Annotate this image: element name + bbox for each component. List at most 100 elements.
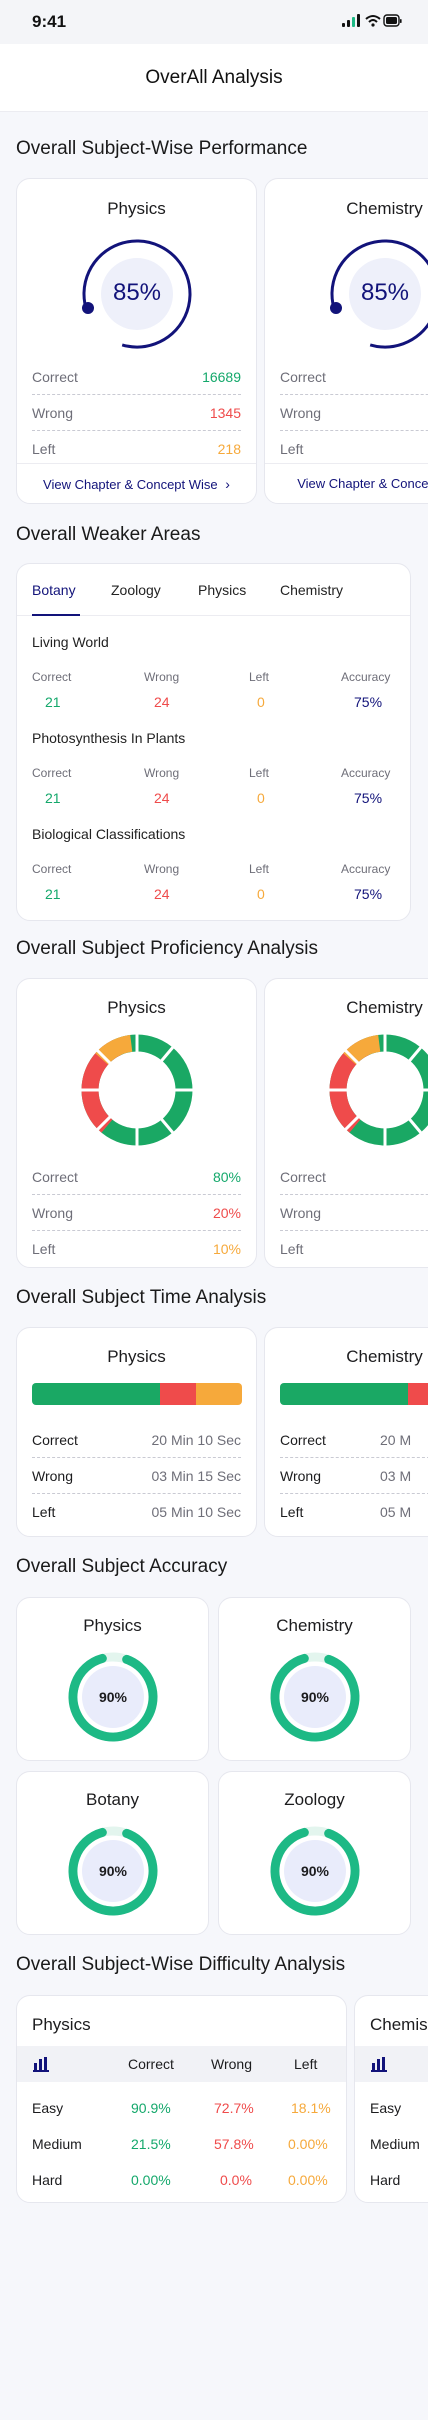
section-title-weaker: Overall Weaker Areas	[16, 524, 201, 545]
stat-row-left: Left 05 Min 10 Sec	[32, 1494, 241, 1530]
cell-easy-wrong: 72.7%	[214, 2100, 254, 2116]
value-correct: 20 Min 10 Sec	[151, 1432, 242, 1448]
value-correct: 80%	[212, 1169, 241, 1185]
section-title-proficiency: Overall Subject Proficiency Analysis	[16, 938, 319, 959]
stat-row-correct: Correct	[280, 1159, 428, 1195]
tab-chemistry[interactable]: Chemistry	[280, 582, 344, 598]
stat-row-correct: Correct	[280, 359, 428, 395]
active-tab-indicator	[32, 614, 80, 616]
difficulty-carousel[interactable]: Physics Correct Wrong Left Easy 90.9% 72…	[0, 1993, 428, 2205]
value-left: 05 Min 10 Sec	[151, 1504, 242, 1520]
subject-name: Chemistry	[346, 199, 423, 218]
row-label-medium: Medium	[370, 2136, 420, 2152]
time-split-bar	[280, 1383, 428, 1405]
accuracy-ring-arc	[270, 1652, 360, 1742]
accuracy-ring-arc	[68, 1826, 158, 1916]
head-wrong: Wrong	[144, 670, 180, 684]
subject-name: Chemistry	[346, 998, 423, 1017]
stat-row-left: Left	[280, 1231, 428, 1267]
view-chapter-link[interactable]: View Chapter & Concept Wise ›	[17, 463, 256, 503]
tab-botany[interactable]: Botany	[32, 582, 76, 598]
view-chapter-label: View Chapter & Concept Wise	[43, 477, 218, 492]
proficiency-donut	[329, 1034, 428, 1146]
section-title-accuracy: Overall Subject Accuracy	[16, 1556, 228, 1577]
accuracy-value: 90%	[98, 1863, 128, 1879]
cell-easy-correct: 90.9%	[131, 2100, 171, 2116]
proficiency-carousel[interactable]: Physics Correct 80% Wro	[0, 976, 428, 1270]
cell-hard-correct: 0.00%	[131, 2172, 171, 2188]
row-label-easy: Easy	[370, 2100, 402, 2116]
stat-row-wrong: Wrong	[280, 1195, 428, 1231]
stat-row-left: Left 05 M	[280, 1494, 428, 1530]
tab-physics[interactable]: Physics	[198, 582, 247, 598]
proficiency-card-physics: Physics Correct 80% Wro	[16, 978, 257, 1268]
stat-row-wrong: Wrong 1345	[32, 395, 241, 431]
status-icons	[342, 14, 402, 33]
cell-hard-left: 0.00%	[288, 2172, 328, 2188]
accuracy-ring-arc	[68, 1652, 158, 1742]
value-correct: 20 M	[380, 1432, 412, 1448]
stat-row-left: Left 218	[32, 431, 241, 467]
subject-name: Physics	[107, 1347, 166, 1366]
stat-row-correct: Correct 20 M	[280, 1422, 428, 1458]
head-wrong: Wrong	[144, 862, 180, 876]
head-correct: Correct	[32, 766, 72, 780]
val-accuracy: 75%	[354, 790, 383, 806]
value-wrong: 03 Min 15 Sec	[151, 1468, 242, 1484]
performance-card-chemistry: Chemistry 85% Correct Wrong Left View Ch…	[264, 178, 428, 504]
performance-ring	[82, 239, 192, 349]
col-left: Left	[294, 2056, 318, 2072]
label-left: Left	[32, 441, 56, 457]
difficulty-header-row: Correct Wrong Left	[17, 2046, 346, 2082]
val-left: 0	[257, 790, 265, 806]
cell-easy-left: 18.1%	[291, 2100, 331, 2116]
val-accuracy: 75%	[354, 886, 383, 902]
stat-row-wrong: Wrong 03 Min 15 Sec	[32, 1458, 241, 1494]
section-title-time: Overall Subject Time Analysis	[16, 1287, 267, 1308]
label-left: Left	[32, 1504, 56, 1520]
label-wrong: Wrong	[280, 1205, 321, 1221]
row-label-easy: Easy	[32, 2100, 64, 2116]
performance-carousel[interactable]: Physics 85% Correct 16689 Wrong 1345 Lef…	[0, 176, 428, 506]
accuracy-value: 90%	[98, 1689, 128, 1705]
stat-row-correct: Correct 80%	[32, 1159, 241, 1195]
subject-name: Physics	[83, 1616, 142, 1635]
val-correct: 21	[45, 886, 61, 902]
value-correct: 16689	[202, 369, 241, 385]
value-wrong: 03 M	[380, 1468, 412, 1484]
head-left: Left	[249, 862, 270, 876]
subject-name: Physics	[32, 2015, 91, 2034]
bar-wrong	[160, 1383, 196, 1405]
time-split-bar	[32, 1383, 242, 1405]
weak-topic-name: Living World	[32, 634, 109, 650]
accuracy-ring-center	[284, 1840, 346, 1902]
section-title-performance: Overall Subject-Wise Performance	[16, 138, 308, 159]
label-left: Left	[280, 1241, 304, 1257]
accuracy-ring-center	[284, 1666, 346, 1728]
accuracy-ring-arc	[270, 1826, 360, 1916]
head-accuracy: Accuracy	[341, 862, 391, 876]
label-wrong: Wrong	[32, 1205, 73, 1221]
bar-chart-icon	[371, 2057, 387, 2072]
tab-zoology[interactable]: Zoology	[111, 582, 161, 598]
stat-row-left: Left	[280, 431, 428, 467]
difficulty-card-chemistry: Chemis Easy Medium Hard	[354, 1995, 428, 2203]
subject-name: Zoology	[284, 1790, 345, 1809]
time-carousel[interactable]: Physics Correct 20 Min 10 Sec Wrong 03 M…	[0, 1325, 428, 1539]
label-correct: Correct	[32, 1432, 78, 1448]
value-wrong: 1345	[209, 405, 241, 421]
weaker-tabs: Botany Zoology Physics Chemistry	[17, 564, 410, 616]
view-chapter-link[interactable]: View Chapter & Concept Wise	[265, 463, 428, 503]
proficiency-donut	[81, 1034, 193, 1146]
label-left: Left	[32, 1241, 56, 1257]
status-bar: 9:41	[0, 0, 428, 44]
time-card-physics: Physics Correct 20 Min 10 Sec Wrong 03 M…	[16, 1327, 257, 1537]
val-correct: 21	[45, 694, 61, 710]
accuracy-ring	[270, 1652, 360, 1742]
bar-chart-icon	[33, 2057, 49, 2072]
accuracy-value: 90%	[300, 1863, 330, 1879]
page-title: OverAll Analysis	[0, 44, 428, 112]
accuracy-ring	[270, 1826, 360, 1916]
row-label-hard: Hard	[370, 2172, 401, 2188]
label-wrong: Wrong	[280, 405, 321, 421]
